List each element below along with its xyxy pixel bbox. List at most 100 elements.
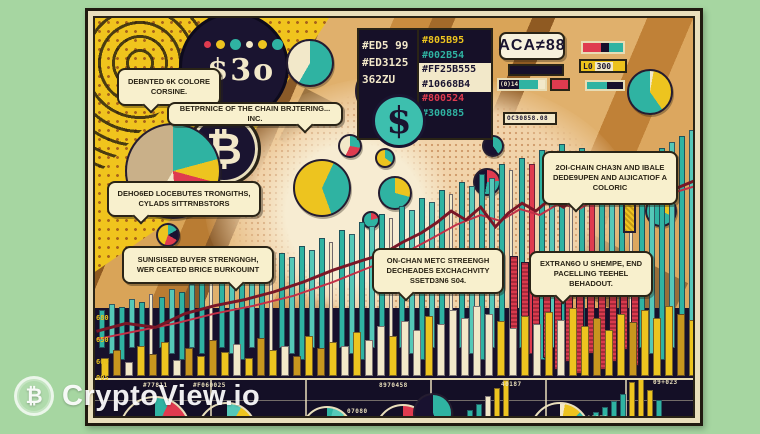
y-axis-label: 650 [96, 336, 109, 344]
yellow-hatch-box [623, 201, 636, 233]
hex-left-column: #ED5 99 #ED3125 362ZU [359, 30, 419, 138]
pie-chart [286, 39, 334, 87]
candle-bar [309, 250, 315, 348]
volume-bar [497, 321, 505, 376]
volume-bar [581, 326, 589, 376]
volume-bar [245, 358, 253, 376]
chip-dark [508, 64, 564, 76]
speech-bubble: EXTRAN6O U SHEMPE, END PACELLING TEEHEL … [529, 251, 653, 297]
badge-dot [216, 40, 225, 49]
y-axis-label: 680 [96, 314, 109, 322]
volume-bar [365, 340, 373, 376]
y-axis-label: 600 [96, 358, 109, 366]
volume-bar [605, 330, 613, 376]
mini-bar [656, 400, 662, 416]
volume-bar [353, 332, 361, 376]
volume-bar [197, 356, 205, 376]
mini-bar [476, 404, 482, 416]
mini-bar [593, 412, 599, 416]
watermark: ₿ CryptoView.io [14, 376, 260, 416]
volume-bar [557, 320, 565, 376]
hex-code: 362ZU [362, 73, 396, 87]
hex-right-column: #805B95 #002B54 #FF25B555 #10668B4 #800524 #3… [419, 30, 491, 138]
badge-dots [204, 39, 283, 50]
strip-label: #77811 [143, 382, 168, 389]
volume-bar [569, 308, 577, 376]
volume-bar [533, 324, 541, 376]
volume-bar [173, 360, 181, 376]
chip-teal-label: (0)14 [500, 81, 519, 88]
volume-bar [593, 318, 601, 376]
chip-yellow: L0 300 [579, 59, 627, 73]
volume-bar [185, 348, 193, 376]
strip-divider [545, 380, 547, 416]
watermark-bitcoin-glyph: ₿ [25, 383, 43, 408]
mini-bar [647, 390, 653, 416]
chip-barcode: OC30858.08 [503, 112, 557, 125]
speech-bubble: ON-CHAN METC STREENGH DECHEADES EXCHACHV… [372, 248, 504, 294]
candle-bar [199, 280, 205, 354]
volume-bar [485, 314, 493, 376]
poster-canvas: -$3o ₿ #ED5 99 #ED3125 362ZU #805B95 #002B5… [95, 18, 693, 416]
volume-bar [377, 326, 385, 376]
poster-frame: -$3o ₿ #ED5 99 #ED3125 362ZU #805B95 #002B5… [85, 8, 703, 426]
volume-bar [293, 356, 301, 376]
strip-pie-chart [413, 393, 453, 416]
candle-bar [129, 299, 135, 348]
hex-code: #300885 [422, 107, 465, 119]
speech-bubble: 2OI-CHAIN CHA3N AND IBALE DEDE9UPEN AND … [542, 151, 678, 205]
volume-bar [209, 340, 217, 376]
candle-bar [109, 304, 115, 354]
badge-dot [272, 39, 283, 50]
chip-cream-fill [538, 80, 545, 89]
candle-bar [289, 257, 295, 354]
speech-bubble: BETPRNICE OF THE CHAIN BRJTERING... INC. [167, 102, 343, 126]
gauge-chart [530, 402, 590, 416]
candle-bar [189, 284, 195, 348]
volume-bar [641, 310, 649, 376]
volume-bar [677, 314, 685, 376]
mini-bar [494, 388, 500, 416]
volume-bar [425, 316, 433, 376]
volume-bar [509, 328, 517, 376]
volume-bar [113, 350, 121, 376]
dollar-icon: $ [372, 94, 426, 148]
mini-bar [611, 401, 617, 416]
hex-code: #10668B4 [419, 77, 491, 92]
chip-red-segment [583, 43, 601, 52]
chip-teal-fill2 [587, 82, 607, 89]
mini-bar [467, 410, 473, 416]
chip-yellow-value: 300 [594, 61, 614, 71]
volume-bar [401, 321, 409, 376]
pie-chart [482, 135, 504, 157]
mini-bar [485, 396, 491, 416]
y-axis-label: 005 [96, 374, 109, 382]
chip-teal-segment [609, 43, 623, 52]
volume-bar [317, 348, 325, 376]
volume-bar [233, 344, 241, 376]
strip-label: 0887Q [587, 415, 608, 416]
strip-divider [305, 380, 307, 416]
volume-bar [473, 306, 481, 376]
volume-bar [461, 318, 469, 376]
volume-bar [521, 316, 529, 376]
volume-bar [629, 322, 637, 376]
badge-dot [258, 40, 267, 49]
chip-red-block [550, 78, 570, 91]
volume-bar [125, 362, 133, 376]
chip-red-teal [581, 41, 625, 54]
volume-bar [101, 358, 109, 376]
strip-label: 09+023 [653, 379, 678, 386]
volume-bar [437, 324, 445, 376]
candle-bar [319, 238, 325, 354]
volume-bar [149, 354, 157, 376]
mini-bar [629, 382, 635, 416]
hex-code: #ED3125 [362, 56, 409, 70]
dollar-glyph: $ [386, 100, 412, 142]
hex-code: #800524 [422, 93, 465, 104]
chip-gap [601, 43, 609, 52]
volume-bar [161, 342, 169, 376]
watermark-brand: CryptoView.io [62, 379, 261, 412]
volume-bar [545, 312, 553, 376]
candle-bar [169, 289, 175, 354]
